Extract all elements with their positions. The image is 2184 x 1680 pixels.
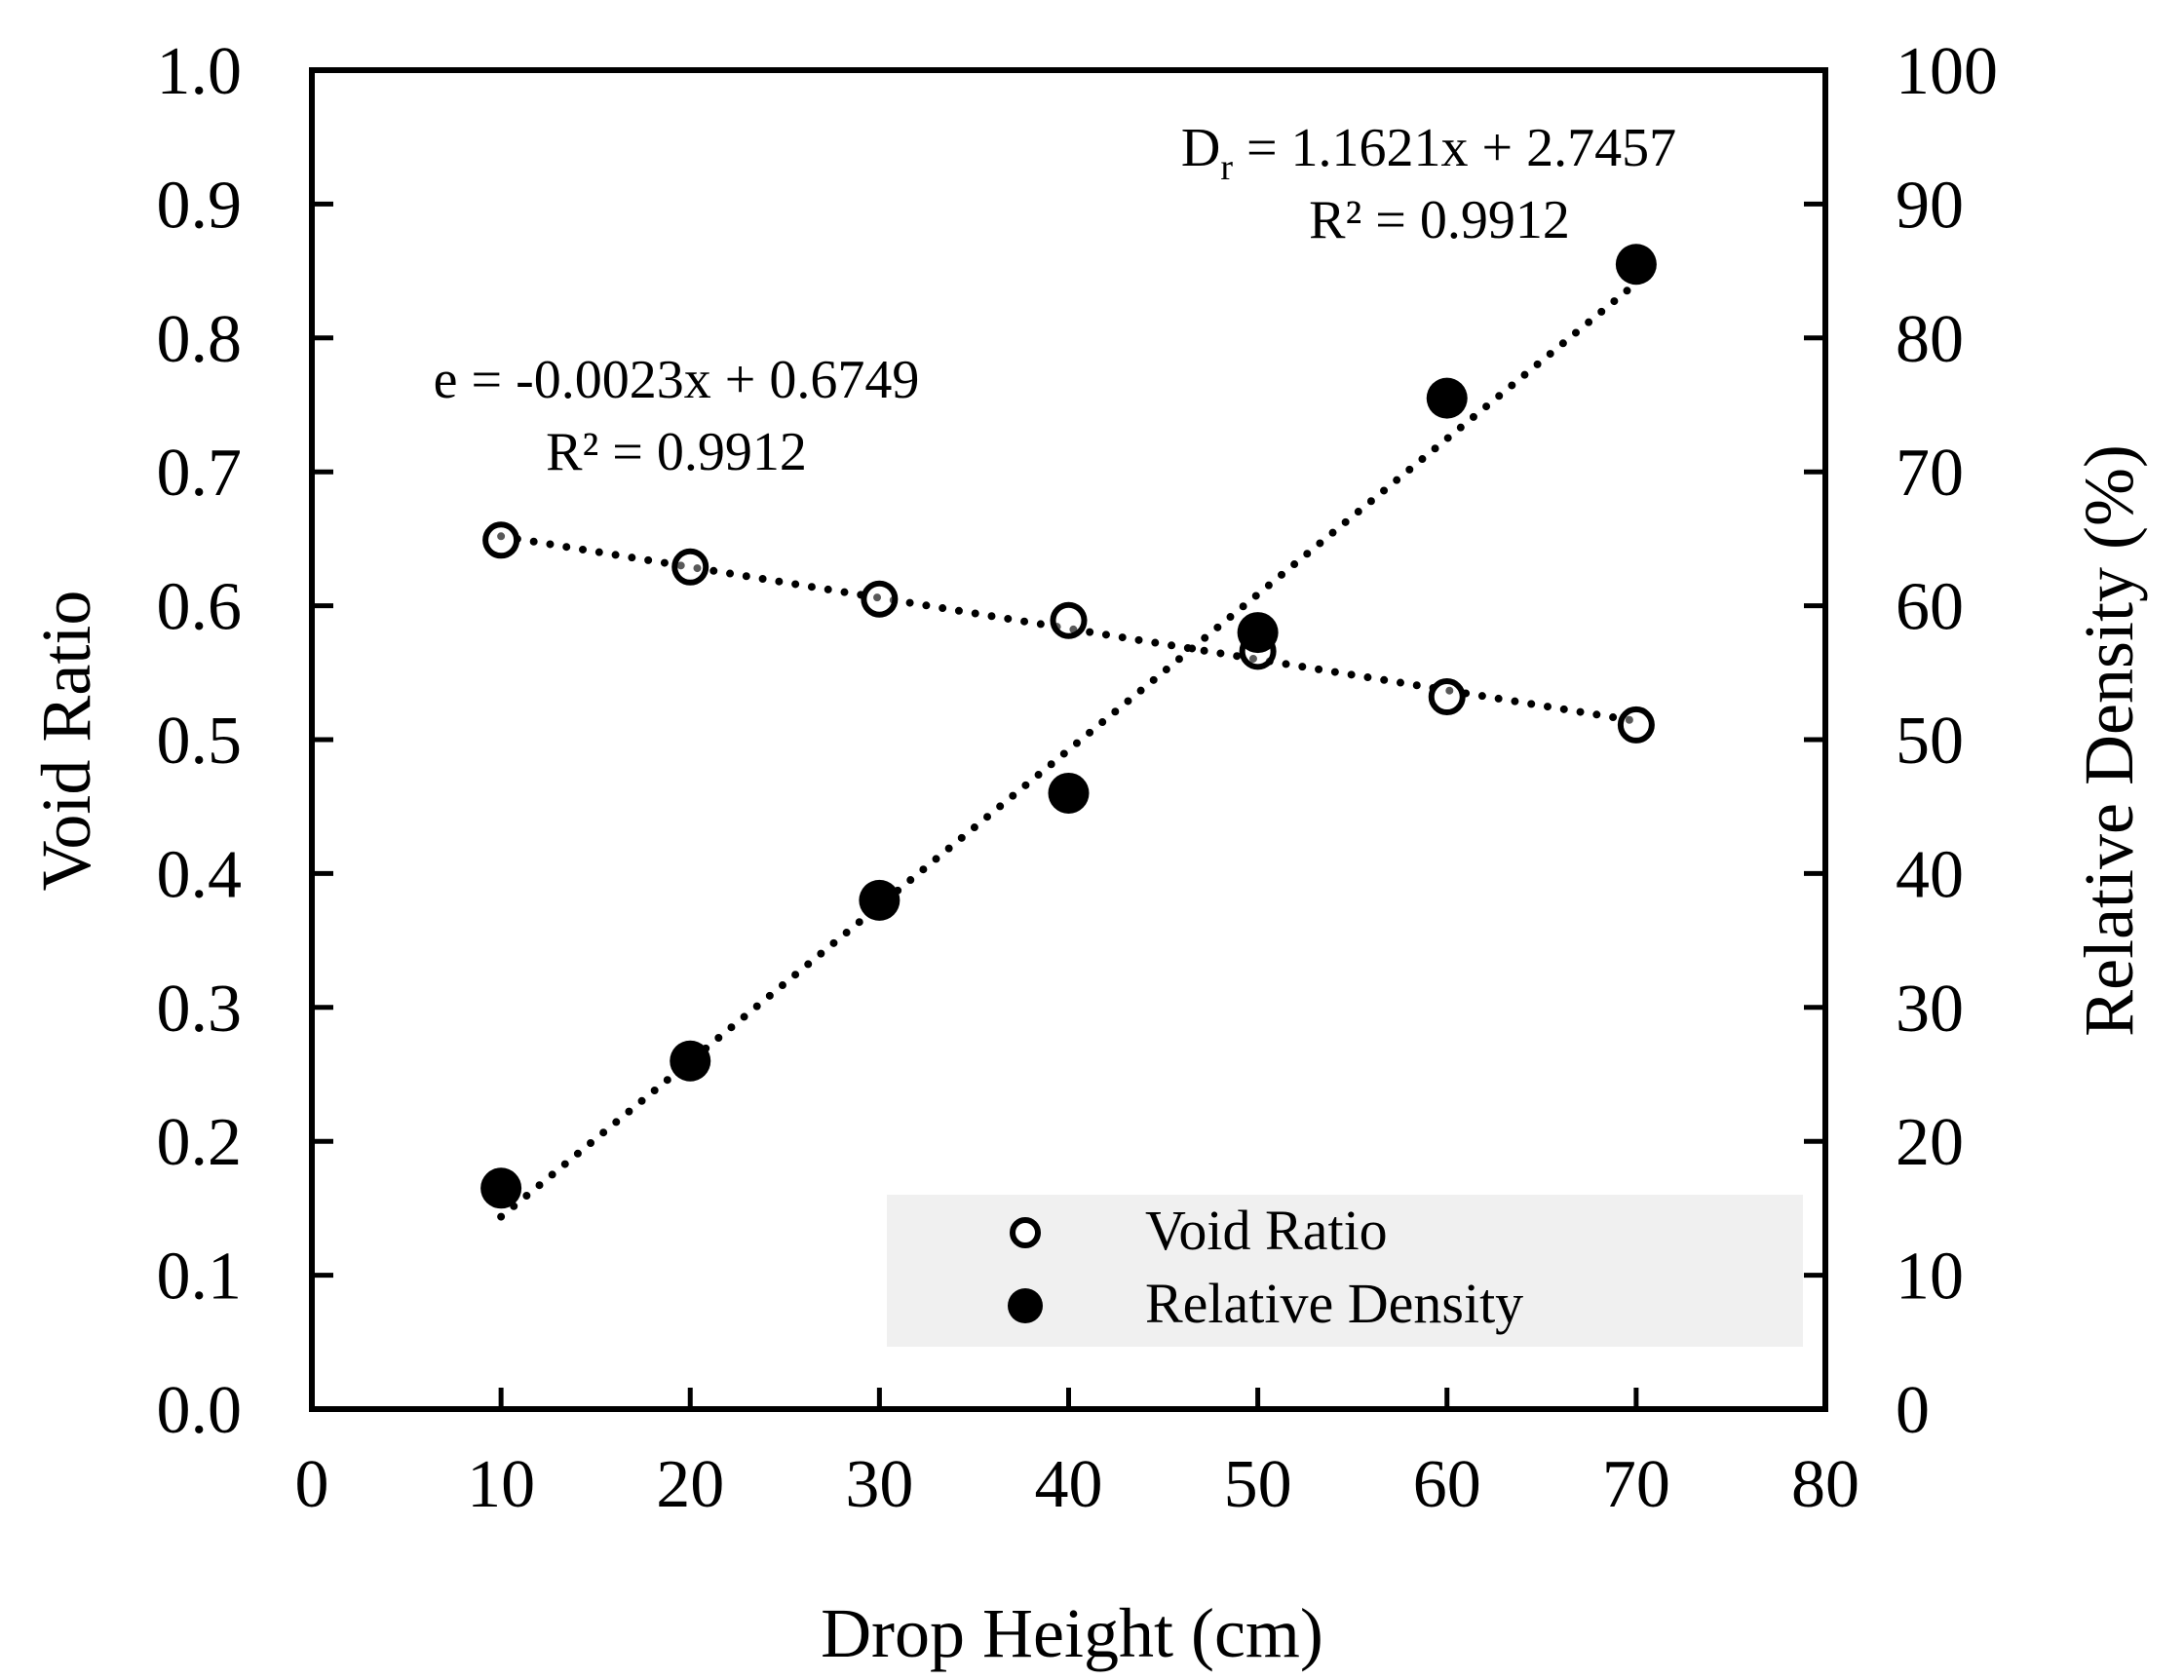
y2-tick-label: 30 — [1896, 972, 1964, 1047]
x-axis-label: Drop Height (cm) — [821, 1594, 1323, 1672]
relative-density-equation: Dr = 1.1621x + 2.7457 — [1181, 118, 1676, 188]
y-tick-label: 0.0 — [157, 1373, 243, 1448]
x-tick-label: 20 — [656, 1447, 724, 1522]
trendline-equations: e = -0.0023x + 0.6749 R² = 0.9912 Dr = 1… — [434, 118, 1676, 482]
y-tick-label: 0.8 — [157, 302, 243, 377]
void-ratio-point — [671, 548, 709, 586]
void-ratio-point — [861, 580, 899, 618]
x-tick-label: 0 — [295, 1447, 329, 1522]
y2-axis-label: Relative Density (%) — [2070, 444, 2148, 1037]
relative-density-point — [670, 1040, 711, 1082]
y2-tick-label: 40 — [1896, 837, 1964, 912]
y-tick-label: 1.0 — [157, 34, 243, 109]
void-ratio-point — [1050, 601, 1088, 639]
x-tick-label: 50 — [1224, 1447, 1292, 1522]
data-points — [480, 244, 1657, 1209]
y2-tick-label: 70 — [1896, 436, 1964, 511]
y-tick-label: 0.4 — [157, 837, 243, 912]
x-tick-label: 40 — [1035, 1447, 1103, 1522]
legend-label-relative-density: Relative Density — [1145, 1272, 1523, 1335]
void-ratio-point — [1617, 706, 1655, 744]
x-tick-label: 10 — [467, 1447, 535, 1522]
x-tick-label: 30 — [845, 1447, 913, 1522]
relative-density-equation-symbol: D — [1181, 118, 1220, 178]
y-tick-label: 0.9 — [157, 168, 243, 243]
void-ratio-point — [482, 521, 520, 559]
y-axis-label: Void Ratio — [27, 591, 105, 892]
x-tick-label: 80 — [1791, 1447, 1859, 1522]
legend: Void Ratio Relative Density — [887, 1195, 1803, 1347]
legend-open-circle-icon — [1010, 1217, 1041, 1248]
y-tick-label: 0.2 — [157, 1105, 243, 1180]
y2-tick-label: 50 — [1896, 704, 1964, 779]
void-ratio-trendline — [497, 532, 1640, 725]
legend-box — [887, 1195, 1803, 1347]
y-tick-label: 0.5 — [157, 704, 243, 779]
relative-density-point — [1426, 377, 1468, 419]
y2-tick-label: 90 — [1896, 168, 1964, 243]
relative-density-point — [1615, 244, 1657, 286]
void-ratio-r2: R² = 0.9912 — [546, 422, 807, 482]
ticks-layer: 0 10 20 30 40 50 60 70 80 0.0 0.1 0.2 0.3 0.4 0.5 0.6 0.… — [157, 34, 1999, 1522]
y-tick-label: 0.1 — [157, 1240, 243, 1315]
relative-density-point — [480, 1167, 522, 1209]
plot-frame — [309, 67, 1828, 1412]
relative-density-equation-subscript: r — [1220, 147, 1233, 188]
y2-tick-label: 0 — [1896, 1373, 1930, 1448]
relative-density-point — [1048, 772, 1090, 814]
relative-density-point — [1237, 612, 1279, 654]
y-tick-label: 0.7 — [157, 436, 243, 511]
y-tick-label: 0.3 — [157, 972, 243, 1047]
relative-density-point — [859, 879, 900, 921]
y2-tick-label: 80 — [1896, 302, 1964, 377]
relative-density-r2: R² = 0.9912 — [1309, 190, 1570, 250]
void-ratio-point — [1428, 678, 1466, 716]
legend-filled-circle-icon — [1008, 1288, 1043, 1323]
y2-tick-label: 10 — [1896, 1240, 1964, 1315]
x-tick-label: 60 — [1413, 1447, 1481, 1522]
y-tick-label: 0.6 — [157, 570, 243, 645]
y2-tick-label: 100 — [1896, 34, 1998, 109]
legend-label-void-ratio: Void Ratio — [1145, 1199, 1388, 1262]
y2-tick-label: 60 — [1896, 570, 1964, 645]
y2-tick-label: 20 — [1896, 1105, 1964, 1180]
relative-density-equation-rest: = 1.1621x + 2.7457 — [1233, 118, 1676, 178]
void-ratio-equation: e = -0.0023x + 0.6749 — [434, 350, 920, 410]
x-tick-label: 70 — [1602, 1447, 1670, 1522]
